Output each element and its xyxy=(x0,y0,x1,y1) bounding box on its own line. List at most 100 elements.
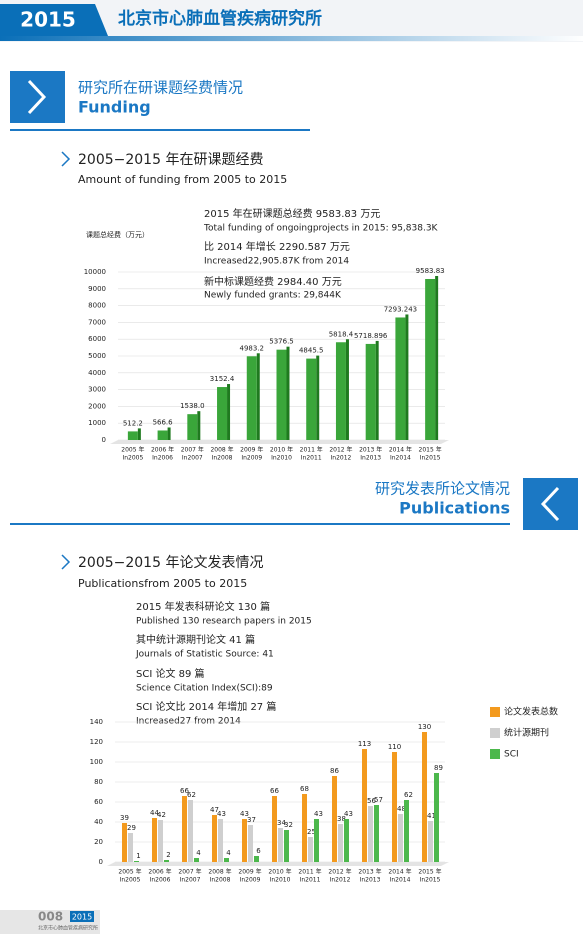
arrow xyxy=(61,554,71,570)
value-label: 34 xyxy=(277,819,286,827)
y-tick-label: 100 xyxy=(90,758,103,766)
bar xyxy=(128,833,133,862)
x-tick-label: In2005 xyxy=(122,455,143,462)
bar xyxy=(314,819,319,862)
value-label: 3152.4 xyxy=(210,375,235,383)
y-label: 课题总经费（万元） xyxy=(86,230,149,239)
footer-org: 北京市心肺血管疾病研究所 xyxy=(38,925,98,932)
value-label: 41 xyxy=(427,812,436,820)
x-tick-label: In2011 xyxy=(301,455,322,462)
bar xyxy=(392,752,397,862)
y-tick-label: 9000 xyxy=(88,285,106,293)
bar xyxy=(374,805,379,862)
y-tick-label: 4000 xyxy=(88,369,106,377)
header-line xyxy=(0,36,583,41)
bar xyxy=(368,806,373,862)
bar xyxy=(242,819,247,862)
bar-side xyxy=(256,353,260,440)
value-label: 86 xyxy=(330,767,339,775)
x-tick-label: 2008 年 xyxy=(210,446,233,454)
bar-side xyxy=(405,314,409,440)
value-label: 47 xyxy=(210,806,219,814)
value-label: 1538.0 xyxy=(180,402,205,410)
annotation: Increased22,905.87K from 2014 xyxy=(204,257,349,267)
x-tick-label: 2005 年 xyxy=(121,446,144,454)
section-title-en: Funding xyxy=(78,98,151,117)
bar xyxy=(158,820,163,862)
section-title-en: Publications xyxy=(399,499,510,518)
x-tick-label: In2009 xyxy=(241,455,262,462)
x-tick-label: In2015 xyxy=(420,455,441,462)
value-label: 566.6 xyxy=(153,418,174,426)
floor xyxy=(107,862,449,866)
bar-side xyxy=(197,411,201,440)
value-label: 48 xyxy=(397,805,406,813)
header-year: 2015 xyxy=(20,8,76,32)
y-tick-label: 8000 xyxy=(88,302,106,310)
value-label: 42 xyxy=(157,811,166,819)
x-tick-label: In2007 xyxy=(180,877,201,884)
x-tick-label: 2015 年 xyxy=(418,868,441,876)
chart-title: 2005−2015 年论文发表情况 xyxy=(78,555,263,571)
y-tick-label: 40 xyxy=(94,818,103,826)
y-tick-label: 10000 xyxy=(84,268,106,276)
bar-side xyxy=(286,346,290,440)
bar xyxy=(194,858,199,862)
x-tick-label: In2006 xyxy=(152,455,173,462)
y-tick-label: 140 xyxy=(90,718,103,726)
footer-year-box xyxy=(70,911,94,922)
value-label: 62 xyxy=(404,791,413,799)
x-tick-label: In2014 xyxy=(390,455,411,462)
bar xyxy=(362,749,367,862)
x-tick-label: 2013 年 xyxy=(358,868,381,876)
bar xyxy=(428,821,433,862)
chart-subtitle: Publicationsfrom 2005 to 2015 xyxy=(78,577,247,590)
bar xyxy=(365,343,376,440)
value-label: 110 xyxy=(388,743,401,751)
bar xyxy=(182,796,187,862)
section-icon xyxy=(523,478,578,530)
bar xyxy=(164,860,169,862)
value-label: 66 xyxy=(180,787,189,795)
value-label: 43 xyxy=(217,810,226,818)
x-tick-label: In2015 xyxy=(420,877,441,884)
bar xyxy=(212,815,217,862)
value-label: 2 xyxy=(166,851,170,859)
value-label: 9583.83 xyxy=(416,267,445,275)
x-tick-label: 2013 年 xyxy=(359,446,382,454)
x-tick-label: 2007 年 xyxy=(178,868,201,876)
x-tick-label: In2013 xyxy=(360,455,381,462)
legend-swatch xyxy=(490,707,500,717)
section-title: 研究所在研课题经费情况 xyxy=(78,79,243,97)
y-tick-label: 2000 xyxy=(88,402,106,410)
annotation: SCI 论文比 2014 年增加 27 篇 xyxy=(136,700,276,713)
bar xyxy=(217,387,228,440)
x-tick-label: 2014 年 xyxy=(389,446,412,454)
x-tick-label: In2013 xyxy=(360,877,381,884)
x-tick-label: 2010 年 xyxy=(270,446,293,454)
bar-side xyxy=(137,428,141,440)
y-tick-label: 6000 xyxy=(88,335,106,343)
annotation: SCI 论文 89 篇 xyxy=(136,667,205,680)
bar-side xyxy=(167,427,171,440)
arrow xyxy=(61,151,71,167)
x-tick-label: 2006 年 xyxy=(151,446,174,454)
x-tick-label: In2008 xyxy=(210,877,231,884)
bar xyxy=(338,824,343,862)
value-label: 57 xyxy=(374,796,383,804)
value-label: 25 xyxy=(307,828,316,836)
value-label: 37 xyxy=(247,816,256,824)
x-tick-label: 2011 年 xyxy=(298,868,321,876)
bar xyxy=(246,356,257,440)
bar xyxy=(422,732,427,862)
bar xyxy=(332,776,337,862)
y-tick-label: 3000 xyxy=(88,386,106,394)
value-label: 43 xyxy=(344,810,353,818)
value-label: 113 xyxy=(358,740,371,748)
annotation: 新中标课题经费 2984.40 万元 xyxy=(204,275,342,288)
x-tick-label: 2011 年 xyxy=(300,446,323,454)
y-tick-label: 0 xyxy=(102,436,106,444)
x-tick-label: 2012 年 xyxy=(328,868,351,876)
value-label: 68 xyxy=(300,785,309,793)
value-label: 44 xyxy=(150,809,159,817)
